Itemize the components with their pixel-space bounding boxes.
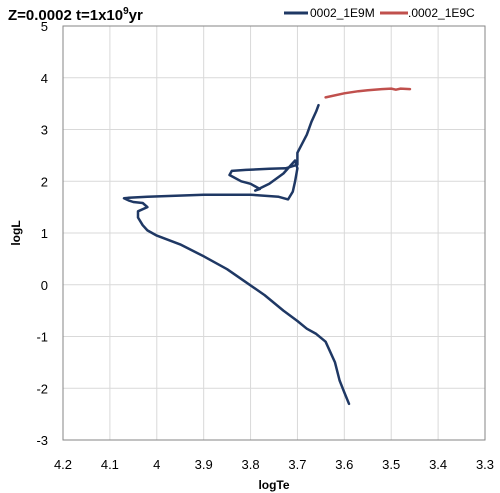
y-tick-label: 3 [41, 123, 48, 138]
chart-title: Z=0.0002 t=1x109yr [8, 6, 143, 24]
x-tick-label: 3.4 [429, 457, 447, 472]
y-tick-label: -1 [36, 330, 48, 345]
y-tick-label: 4 [41, 71, 48, 86]
x-tick-label: 4.2 [54, 457, 72, 472]
legend-label-series-1: .0002_1E9C [408, 6, 475, 20]
legend-label-series-0: 0002_1E9M [310, 6, 375, 20]
x-tick-label: 3.3 [476, 457, 494, 472]
series-line-1 [324, 87, 412, 99]
legend: 0002_1E9M .0002_1E9C [284, 6, 475, 20]
y-tick-label: -2 [36, 381, 48, 396]
chart-title-unit: yr [129, 7, 143, 24]
x-tick-label: 3.6 [335, 457, 353, 472]
y-tick-label: -3 [36, 433, 48, 448]
y-axis-title: logL [9, 220, 23, 245]
chart-title-exponent: 9 [123, 6, 129, 17]
x-tick-label: 3.5 [382, 457, 400, 472]
series-lines [122, 87, 412, 406]
x-axis-title: logTe [258, 478, 289, 492]
y-tick-label: 0 [41, 278, 48, 293]
y-tick-label: 5 [41, 19, 48, 34]
y-tick-label: 2 [41, 174, 48, 189]
tick-labels: 4.2 4.1 4 3.9 3.8 3.7 3.6 3.5 3.4 3.3 5 4 3 2 1 0 -1 -2 -3 [36, 19, 494, 472]
plot-area-border [62, 25, 486, 441]
x-tick-label: 3.7 [288, 457, 306, 472]
series-line-0 [122, 103, 351, 406]
x-tick-label: 3.9 [195, 457, 213, 472]
x-tick-label: 4 [153, 457, 160, 472]
x-tick-label: 3.8 [242, 457, 260, 472]
y-tick-label: 1 [41, 226, 48, 241]
x-tick-label: 4.1 [101, 457, 119, 472]
